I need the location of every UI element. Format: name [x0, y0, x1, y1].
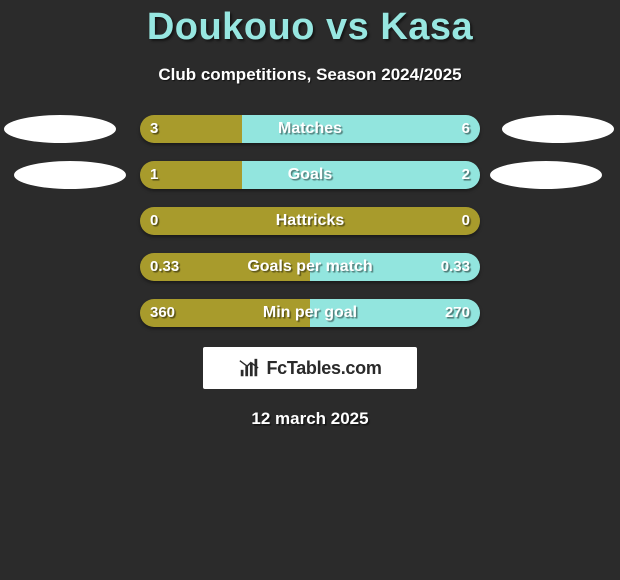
- stat-row: Goals per match 0.33 0.33: [0, 253, 620, 281]
- stat-row: Matches 3 6: [0, 115, 620, 143]
- player-badge-right: [490, 161, 602, 189]
- stat-row: Min per goal 360 270: [0, 299, 620, 327]
- bar-track: Min per goal: [140, 299, 480, 327]
- bar-track: Hattricks: [140, 207, 480, 235]
- stat-row: Goals 1 2: [0, 161, 620, 189]
- bar-value-left: 3: [150, 115, 158, 143]
- bar-value-right: 2: [462, 161, 470, 189]
- page-subtitle: Club competitions, Season 2024/2025: [0, 65, 620, 85]
- bar-right-fill: [242, 161, 480, 189]
- bar-right-fill: [242, 115, 480, 143]
- bar-value-left: 360: [150, 299, 175, 327]
- bar-value-left: 1: [150, 161, 158, 189]
- comparison-bars: Matches 3 6 Goals 1 2 Hattricks 0 0 Goal…: [0, 115, 620, 327]
- player-badge-left: [4, 115, 116, 143]
- bar-value-right: 6: [462, 115, 470, 143]
- page-title: Doukouo vs Kasa: [0, 0, 620, 49]
- bar-track: Matches: [140, 115, 480, 143]
- stat-row: Hattricks 0 0: [0, 207, 620, 235]
- player-badge-left: [14, 161, 126, 189]
- site-logo[interactable]: FcTables.com: [203, 347, 417, 389]
- player-badge-right: [502, 115, 614, 143]
- bar-chart-icon: [238, 357, 260, 379]
- bar-value-right: 0.33: [441, 253, 470, 281]
- bar-value-left: 0.33: [150, 253, 179, 281]
- bar-track: Goals per match: [140, 253, 480, 281]
- bar-left-fill: [140, 207, 480, 235]
- site-logo-text: FcTables.com: [266, 358, 381, 379]
- bar-value-right: 0: [462, 207, 470, 235]
- date-label: 12 march 2025: [0, 409, 620, 429]
- bar-value-left: 0: [150, 207, 158, 235]
- bar-track: Goals: [140, 161, 480, 189]
- bar-value-right: 270: [445, 299, 470, 327]
